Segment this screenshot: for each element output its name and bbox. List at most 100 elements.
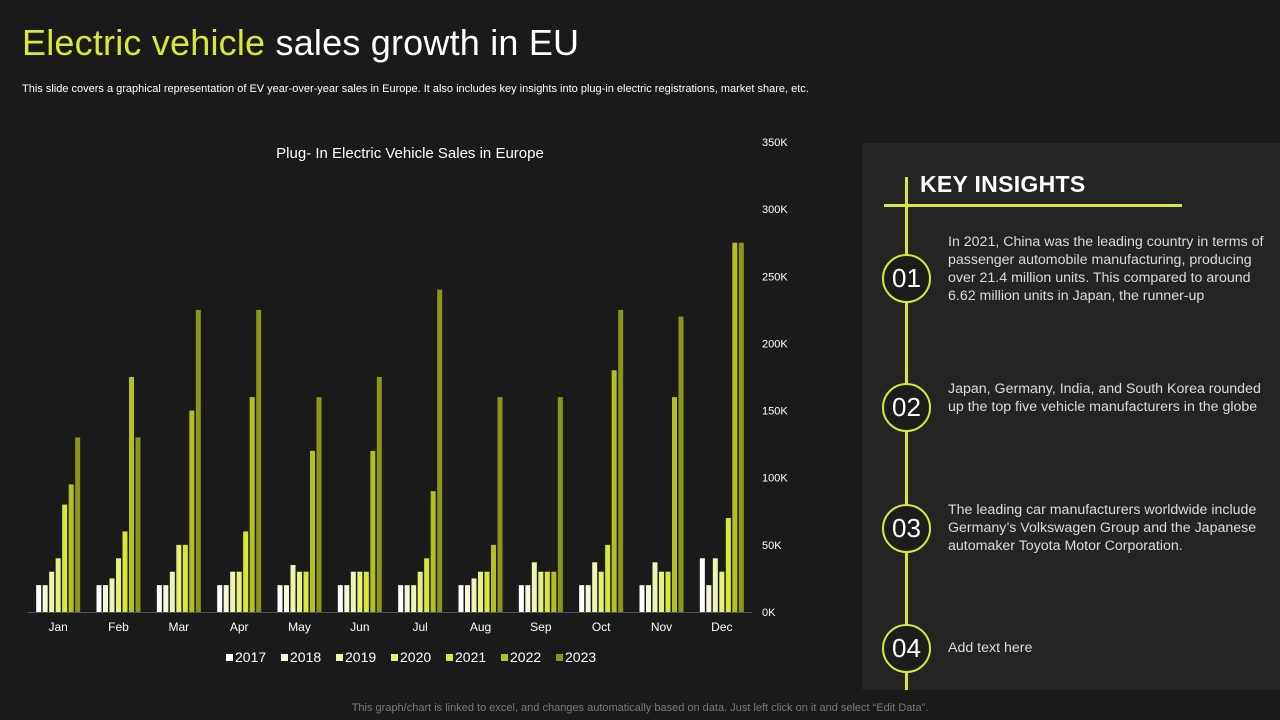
- bar-2018-jul: [404, 585, 410, 612]
- bar-2022-aug: [491, 544, 496, 612]
- x-tick-label: Sep: [530, 620, 552, 634]
- page-title-accent: Electric vehicle: [22, 22, 266, 63]
- bar-2021-jan: [62, 504, 68, 612]
- bar-2021-dec: [725, 518, 731, 612]
- bar-2019-aug: [471, 578, 477, 612]
- legend-label-2021: 2021: [455, 649, 486, 665]
- bar-2021-may: [303, 571, 309, 612]
- x-tick-label: Jan: [48, 620, 67, 634]
- bar-2022-nov: [672, 397, 677, 612]
- legend-swatch-2017: [226, 654, 233, 661]
- bar-2020-may: [297, 571, 302, 612]
- bar-2019-jun: [350, 571, 356, 612]
- bar-2019-jul: [411, 585, 417, 612]
- bar-2018-jan: [42, 585, 48, 612]
- bar-2021-oct: [605, 544, 611, 612]
- x-tick-label: Oct: [592, 620, 611, 634]
- y-tick-label: 100K: [762, 473, 788, 485]
- key-insights-panel: KEY INSIGHTS 01 In 2021, China was the l…: [862, 143, 1280, 690]
- x-tick-label: Mar: [168, 620, 189, 634]
- legend-label-2020: 2020: [400, 649, 431, 665]
- bar-2021-aug: [484, 571, 490, 612]
- bar-2018-feb: [103, 585, 108, 612]
- bar-2022-feb: [129, 377, 134, 612]
- insight-text-03: The leading car manufacturers worldwide …: [948, 502, 1257, 554]
- bar-2017-jul: [398, 585, 404, 612]
- ev-sales-chart[interactable]: Plug- In Electric Vehicle Sales in Europ…: [0, 0, 860, 700]
- bar-2018-oct: [585, 585, 591, 612]
- bar-2017-jan: [36, 585, 42, 612]
- bar-2020-jun: [357, 571, 363, 612]
- insight-text-02: Japan, Germany, India, and South Korea r…: [948, 381, 1261, 415]
- bar-2021-jun: [363, 571, 369, 612]
- bar-2022-dec: [732, 242, 738, 612]
- bar-2021-sep: [544, 571, 550, 612]
- bar-2020-dec: [719, 571, 725, 612]
- bar-2019-dec: [712, 558, 718, 612]
- y-tick-label: 0K: [762, 607, 776, 619]
- y-tick-label: 200K: [762, 338, 788, 350]
- x-tick-label: Jul: [412, 620, 427, 634]
- x-tick-label: Jun: [350, 620, 369, 634]
- bar-2018-sep: [525, 585, 531, 612]
- bar-2023-feb: [135, 437, 141, 612]
- bar-2020-sep: [538, 571, 544, 612]
- bar-2017-may: [277, 585, 283, 612]
- bar-2023-sep: [557, 397, 563, 612]
- bar-2022-jul: [430, 491, 436, 612]
- bar-2023-nov: [678, 316, 684, 612]
- y-tick-label: 300K: [762, 204, 788, 216]
- legend-swatch-2020: [391, 654, 398, 661]
- bar-2018-aug: [465, 585, 470, 612]
- bar-2020-jul: [417, 571, 423, 612]
- x-tick-label: Feb: [108, 620, 129, 634]
- bar-2018-apr: [223, 585, 229, 612]
- bar-2022-apr: [249, 397, 255, 612]
- bar-2017-feb: [96, 585, 102, 612]
- bar-2019-feb: [109, 578, 115, 612]
- insight-number-02: 02: [882, 383, 931, 432]
- legend-swatch-2018: [281, 654, 288, 661]
- bar-2020-jan: [55, 558, 61, 612]
- bar-2023-dec: [738, 242, 744, 612]
- bar-2018-jun: [344, 585, 350, 612]
- bar-2017-aug: [458, 585, 464, 612]
- bar-2017-apr: [217, 585, 223, 612]
- bar-2020-oct: [598, 571, 604, 612]
- bar-2022-sep: [551, 571, 557, 612]
- bar-2023-jan: [75, 437, 81, 612]
- bar-2021-feb: [122, 531, 128, 612]
- footer-note: This graph/chart is linked to excel, and…: [351, 702, 929, 714]
- bar-2023-oct: [618, 309, 624, 612]
- bar-2019-may: [290, 565, 296, 612]
- bar-2023-may: [316, 397, 322, 612]
- key-insights-title: KEY INSIGHTS: [920, 171, 1086, 197]
- bar-2022-mar: [189, 410, 195, 612]
- x-tick-label: Apr: [230, 620, 249, 634]
- page-title: Electric vehicle sales growth in EU: [22, 22, 579, 64]
- bar-2021-nov: [665, 571, 671, 612]
- x-tick-label: Aug: [470, 620, 491, 634]
- bar-2020-aug: [478, 571, 483, 612]
- bar-2020-mar: [176, 544, 182, 612]
- insight-text-04: Add text here: [948, 640, 1033, 656]
- x-tick-label: Dec: [711, 620, 732, 634]
- bar-2017-nov: [639, 585, 645, 612]
- legend-label-2023: 2023: [565, 649, 596, 665]
- bar-2019-nov: [652, 562, 658, 612]
- legend-label-2022: 2022: [510, 649, 541, 665]
- bar-2021-mar: [182, 544, 188, 612]
- x-tick-label: May: [288, 620, 311, 634]
- chart-title: Plug- In Electric Vehicle Sales in Europ…: [276, 145, 544, 162]
- bar-2022-jun: [370, 450, 376, 612]
- bar-2017-sep: [518, 585, 524, 612]
- y-tick-label: 150K: [762, 406, 788, 418]
- bar-2019-apr: [230, 571, 236, 612]
- bar-2018-mar: [163, 585, 169, 612]
- bar-2017-dec: [699, 558, 705, 612]
- legend-label-2019: 2019: [345, 649, 376, 665]
- legend-label-2017: 2017: [235, 649, 266, 665]
- bar-2023-aug: [497, 397, 503, 612]
- bar-2017-oct: [579, 585, 585, 612]
- page-subtitle: This slide covers a graphical representa…: [22, 83, 809, 95]
